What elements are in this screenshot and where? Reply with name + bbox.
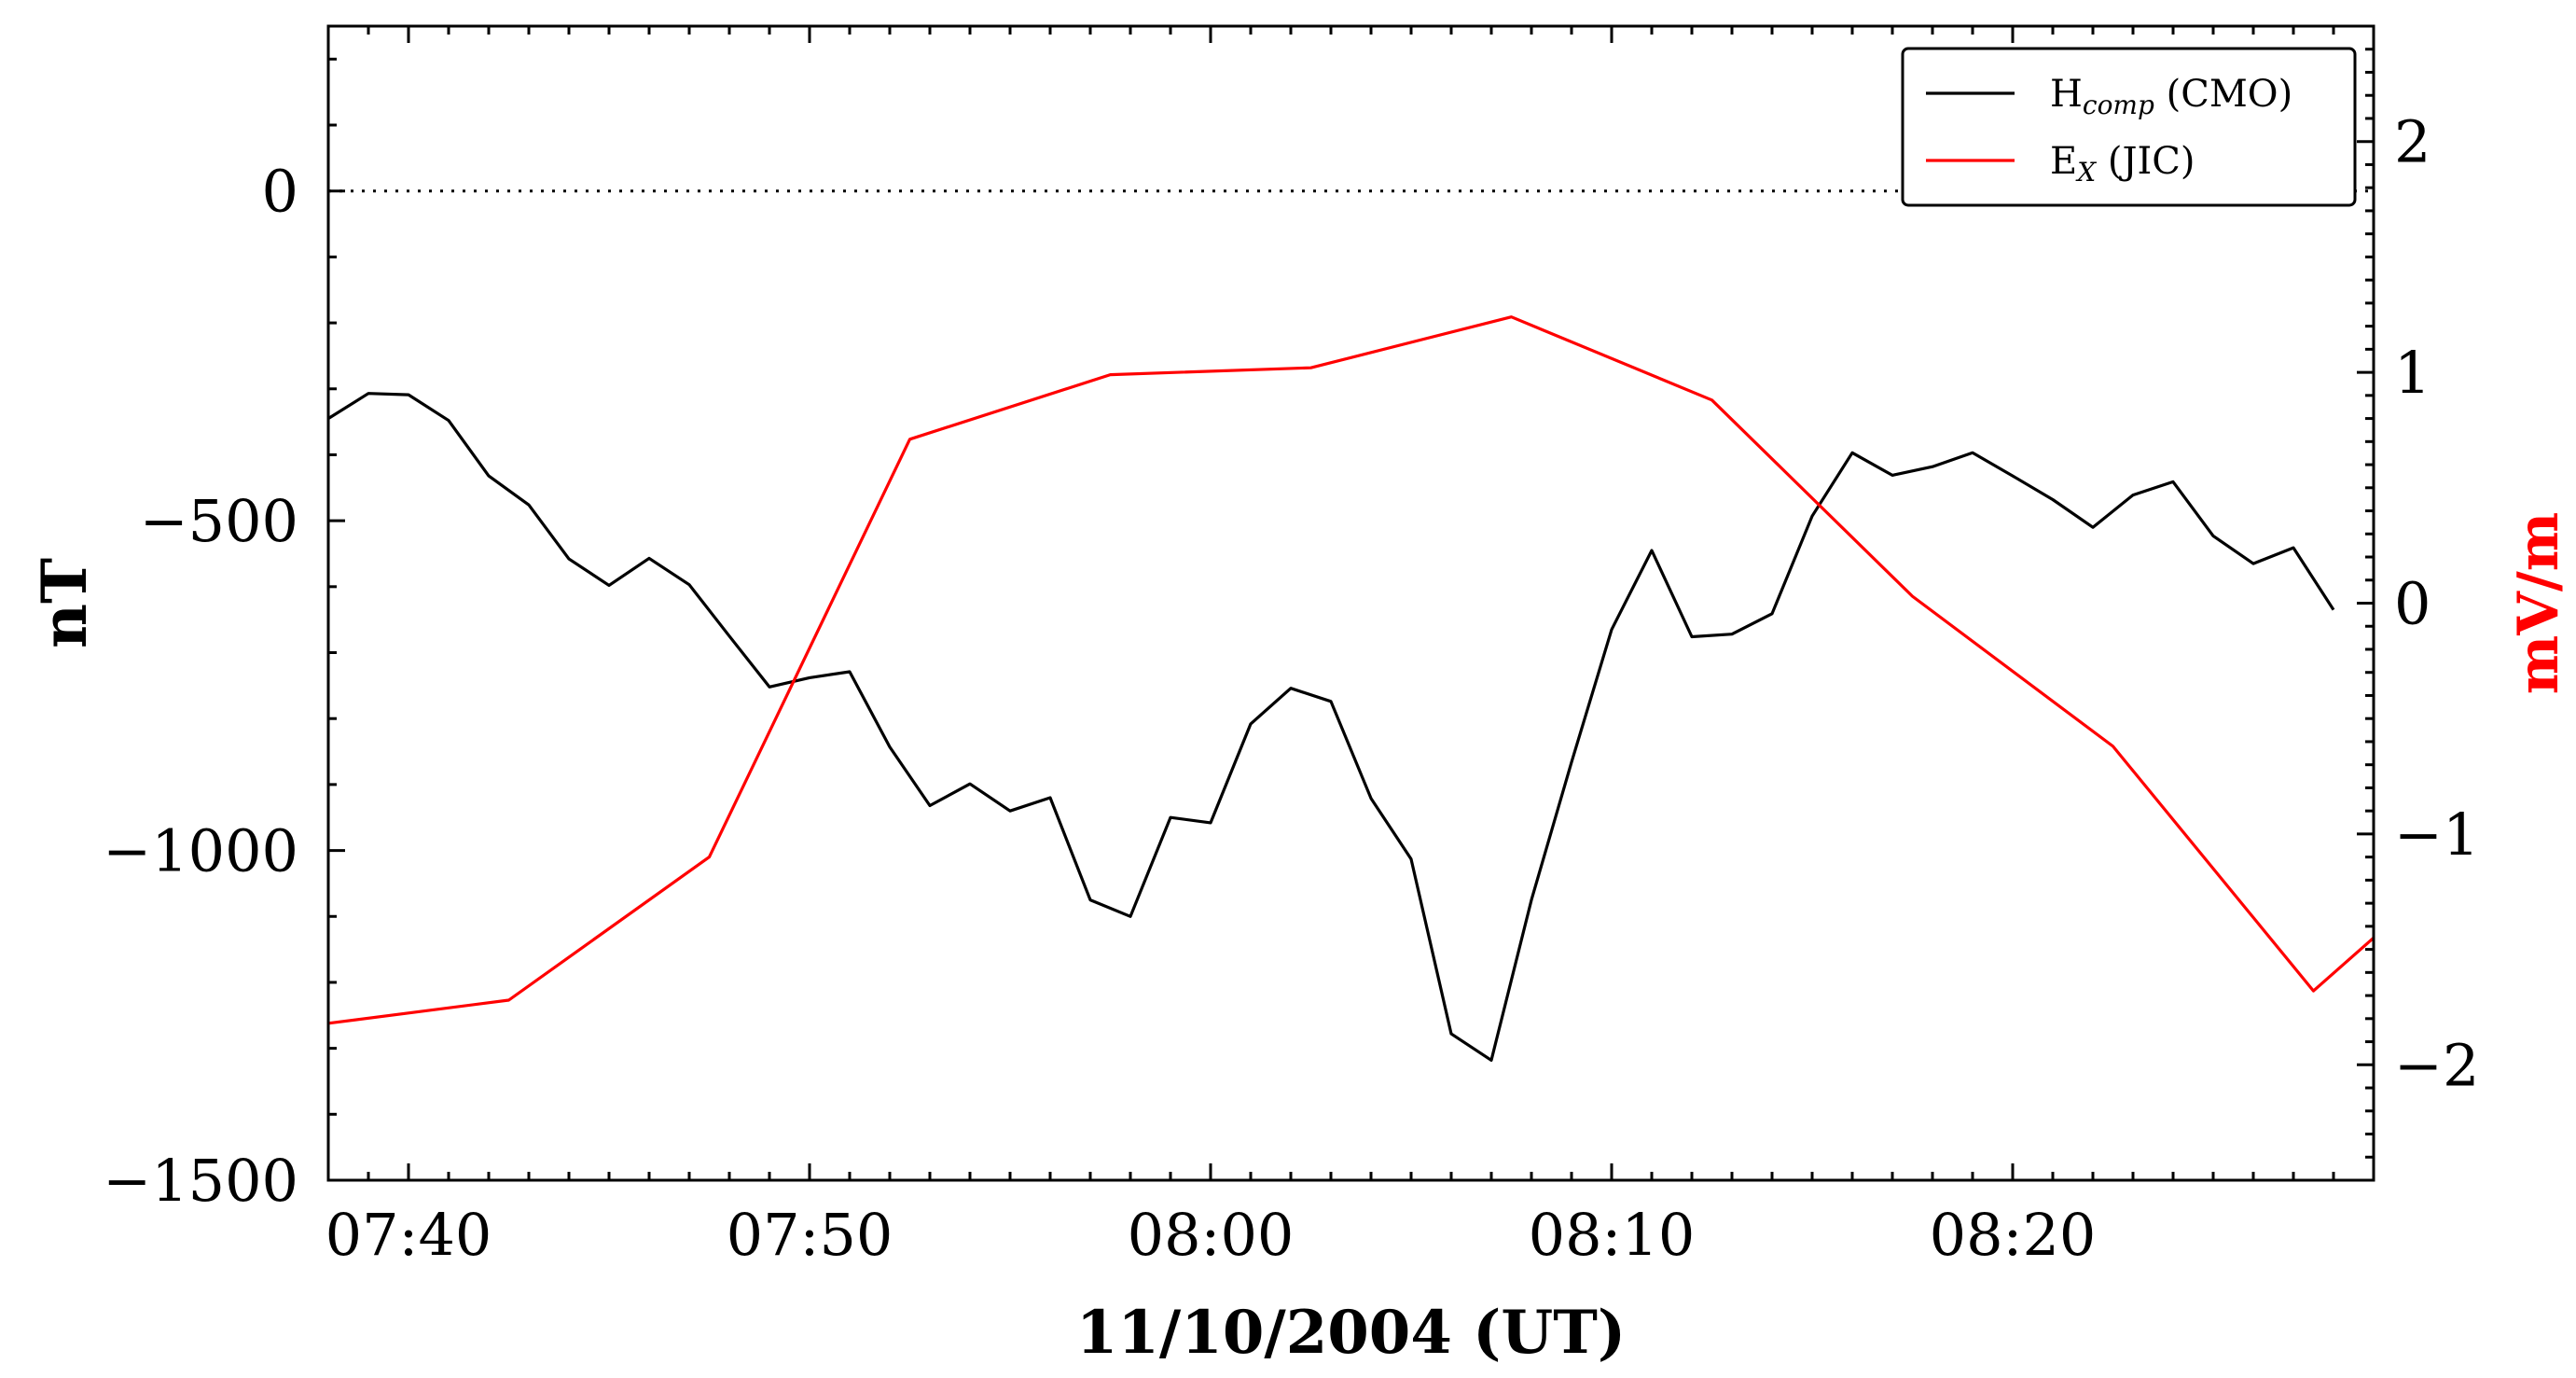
series-layer [327,189,2375,1063]
axes-layer: 07:40 07:50 08:00 08:10 08:20 0 −500 −1000 −1500… [103,24,2479,1269]
right-y-tick-label: 1 [2394,339,2431,407]
x-tick-label: 08:00 [1128,1201,1295,1269]
x-tick-label: 08:10 [1529,1201,1696,1269]
legend-label: Hcomp (CMO) [2050,73,2292,120]
series-line-ex-jic [327,315,2375,1025]
left-y-tick-label: −500 [140,487,298,555]
right-y-tick-label: 0 [2394,570,2431,638]
right-y-tick-label: −1 [2394,800,2479,869]
legend-box [1901,47,2357,207]
right-y-tick-label: 2 [2394,108,2431,176]
left-y-axis-title: nT [28,558,101,648]
labels-layer: 11/10/2004 (UT) nT mV/m [28,512,2571,1368]
left-y-tick-label: −1000 [103,817,298,885]
x-tick-label: 07:50 [727,1201,893,1269]
right-y-axis-title: mV/m [2506,512,2571,694]
series-line-hcomp-cmo [327,392,2335,1063]
x-tick-label: 07:40 [325,1201,492,1269]
legend: Hcomp (CMO) EX (JIC) [1901,47,2357,207]
left-y-tick-label: −1500 [103,1147,298,1215]
left-y-tick-label: 0 [262,158,298,226]
right-y-tick-label: −2 [2394,1031,2479,1099]
x-tick-label: 08:20 [1930,1201,2097,1269]
x-axis-title: 11/10/2004 (UT) [1076,1298,1626,1368]
legend-label: EX (JIC) [2050,140,2195,188]
